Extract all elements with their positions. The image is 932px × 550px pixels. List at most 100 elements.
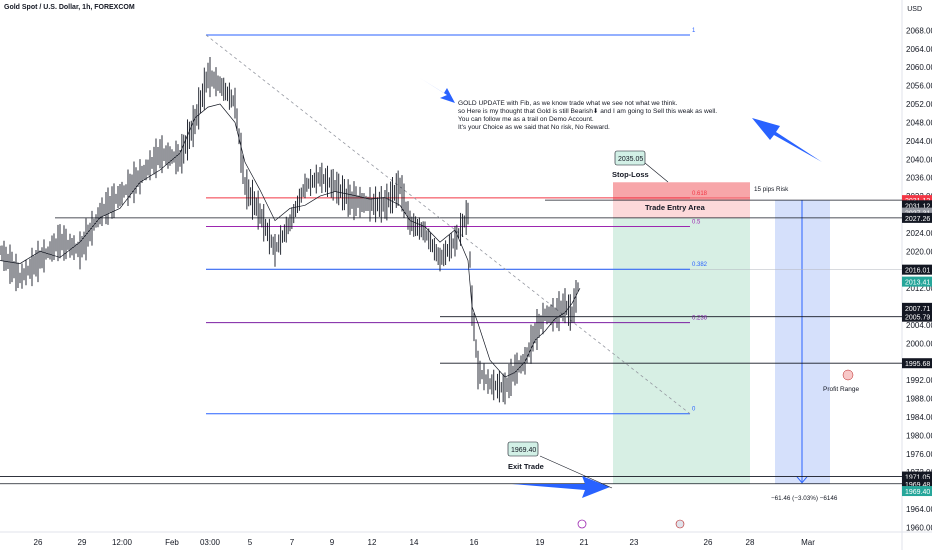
price-label-badge xyxy=(902,358,932,369)
pointer-arrow xyxy=(752,118,822,162)
analysis-note-line: You can follow me as a trail on Demo Acc… xyxy=(458,116,594,123)
price-tick-label: 1976.00 xyxy=(906,450,932,459)
price-tick-label: 2036.00 xyxy=(906,174,932,183)
price-label-badge xyxy=(902,471,932,482)
stop-price-text: 2035.05 xyxy=(618,156,643,163)
exit-price-text: 1969.40 xyxy=(511,447,536,454)
time-axis: 26 29 12:00 Feb 03:00 5 7 9 12 14 16 19 21 23 26 28 Mar xyxy=(34,538,816,547)
price-label-text: 1969.48 xyxy=(905,482,930,489)
price-tick-label: 2060.00 xyxy=(906,63,932,72)
price-label-badge xyxy=(902,195,932,206)
price-axis: 1960.001964.001968.001972.001976.001980.… xyxy=(902,26,932,532)
price-label-text: 2027.26 xyxy=(905,216,930,223)
currency-label: USD xyxy=(907,6,922,13)
price-tick-label: 2044.00 xyxy=(906,137,932,146)
stop-price-callout xyxy=(614,150,646,166)
analysis-note-line: It's your Choice as we said that No risk… xyxy=(458,124,610,131)
exit-callout-connector xyxy=(539,455,613,489)
price-tick-label: 1960.00 xyxy=(906,523,932,532)
price-tick-label: 1992.00 xyxy=(906,376,932,385)
fib-level-label: 0 xyxy=(692,407,696,413)
time-tick-label: 12 xyxy=(368,538,377,547)
price-tick-label: 2020.00 xyxy=(906,247,932,256)
time-tick-label: 21 xyxy=(580,538,589,547)
annotations: GOLD UPDATE with Fib, as we know trade w… xyxy=(420,78,860,529)
price-tick-label: 2052.00 xyxy=(906,100,932,109)
entry-area-label: Trade Entry Area xyxy=(645,203,706,212)
price-tick-label: 2064.00 xyxy=(906,45,932,54)
time-tick-label: 29 xyxy=(78,538,87,547)
time-tick-label: 12:00 xyxy=(112,538,133,547)
flag-event-icon xyxy=(675,519,685,529)
time-tick-label: 14 xyxy=(410,538,419,547)
time-tick-label: Feb xyxy=(165,538,179,547)
trade-zones xyxy=(613,182,830,484)
time-tick-label: 5 xyxy=(248,538,253,547)
price-label-text: 2016.01 xyxy=(905,268,930,275)
analysis-note-line: GOLD UPDATE with Fib, as we know trade w… xyxy=(458,100,678,107)
price-label-text: 1969.40 xyxy=(905,489,930,496)
time-tick-label: 19 xyxy=(536,538,545,547)
time-tick-label: 23 xyxy=(630,538,639,547)
price-tick-label: 1980.00 xyxy=(906,431,932,440)
time-tick-label: 16 xyxy=(470,538,479,547)
profit-stats-label: −61.46 (−3.03%) −6146 xyxy=(771,495,838,502)
fib-trend-line xyxy=(205,34,691,415)
price-tick-label: 1984.00 xyxy=(906,413,932,422)
price-label-text: 1995.68 xyxy=(905,361,930,368)
time-tick-label: 7 xyxy=(290,538,295,547)
fib-level-label: 1 xyxy=(692,28,696,34)
price-label-badge xyxy=(902,486,932,497)
moving-average-line xyxy=(0,103,581,378)
price-label-text: 2013.41 xyxy=(905,280,930,287)
price-tick-label: 2056.00 xyxy=(906,82,932,91)
entry-zone xyxy=(613,200,750,218)
fib-level-label: 0.382 xyxy=(692,262,708,268)
price-tick-label: 1988.00 xyxy=(906,395,932,404)
pointer-arrow xyxy=(512,476,610,498)
fib-level-label: 0.5 xyxy=(692,219,701,225)
price-label-text: 1971.05 xyxy=(905,475,930,482)
price-label-badge xyxy=(902,264,932,275)
time-tick-label: 26 xyxy=(704,538,713,547)
price-label-badge xyxy=(902,478,932,489)
price-tick-label: 2004.00 xyxy=(906,321,932,330)
price-tick-label: 1964.00 xyxy=(906,505,932,514)
price-label-badge xyxy=(902,302,932,313)
price-tick-label: 2012.00 xyxy=(906,284,932,293)
time-tick-label: Mar xyxy=(801,538,815,547)
price-tick-label: 2000.00 xyxy=(906,339,932,348)
price-label-badge xyxy=(902,200,932,211)
time-tick-label: 26 xyxy=(34,538,43,547)
profit-range-label: Profit Range xyxy=(823,386,860,393)
price-tick-label: 2068.00 xyxy=(906,26,932,35)
profit-arrow-head xyxy=(796,476,808,484)
stop-loss-zone xyxy=(613,182,750,201)
time-tick-label: 03:00 xyxy=(200,538,221,547)
fib-level-label: 0.236 xyxy=(692,316,708,322)
price-series xyxy=(0,56,581,405)
risk-label: 15 pips Risk xyxy=(754,186,789,193)
chart-title: Gold Spot / U.S. Dollar, 1h, FOREXCOM xyxy=(4,4,135,11)
stop-loss-label: Stop-Loss xyxy=(612,170,649,179)
price-tick-label: 2048.00 xyxy=(906,118,932,127)
time-tick-label: 28 xyxy=(746,538,755,547)
pointer-arrow xyxy=(420,78,455,103)
price-tick-label: 2024.00 xyxy=(906,229,932,238)
fib-level-label: 0.618 xyxy=(692,191,708,197)
exit-price-callout xyxy=(507,441,539,457)
price-label-badge xyxy=(902,276,932,287)
fibonacci-retracement: 1 0.618 0.5 0.382 0.236 0 xyxy=(205,28,750,415)
target-zone xyxy=(613,217,750,484)
price-label-badge xyxy=(902,311,932,322)
price-label-text: 2031.12 xyxy=(905,203,930,210)
stop-callout-connector xyxy=(644,162,669,183)
price-label-text: 2005.79 xyxy=(905,315,930,322)
price-label-badge xyxy=(902,212,932,223)
price-label-text: 2007.71 xyxy=(905,306,930,313)
price-label-badge xyxy=(902,207,932,218)
time-tick-label: 9 xyxy=(330,538,335,547)
event-marker-icon xyxy=(577,519,587,529)
